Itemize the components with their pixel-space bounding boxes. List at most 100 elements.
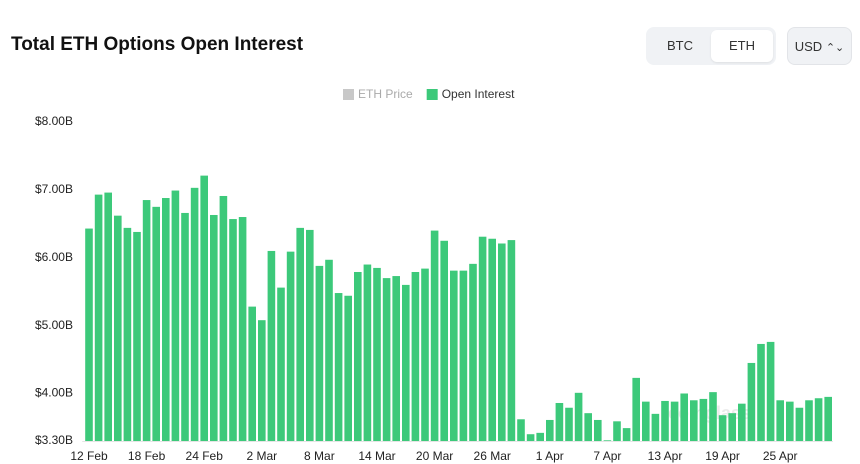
bar — [411, 271, 420, 441]
asset-toggle: BTC ETH — [646, 27, 776, 65]
bar — [632, 377, 640, 441]
bar — [555, 402, 564, 441]
bar — [142, 200, 151, 441]
x-tick-label: 26 Mar — [474, 449, 511, 463]
bar — [315, 265, 324, 441]
bar — [574, 392, 583, 441]
x-tick-label: 24 Feb — [186, 449, 224, 463]
bar — [584, 413, 592, 441]
bar — [690, 400, 698, 441]
bar — [344, 295, 352, 441]
asset-button[interactable]: ETH — [711, 30, 773, 62]
bar — [430, 230, 439, 441]
x-tick-label: 19 Apr — [705, 449, 740, 463]
bar — [536, 432, 544, 441]
legend-label: ETH Price — [358, 87, 413, 101]
bar — [776, 400, 784, 441]
y-tick-label: $5.00B — [35, 318, 73, 332]
bar — [334, 293, 343, 441]
bar — [459, 270, 468, 441]
bar — [94, 194, 103, 441]
bar — [123, 227, 132, 441]
bar — [392, 276, 400, 441]
y-tick-label: $8.00B — [35, 114, 73, 128]
bar — [229, 219, 237, 441]
bar — [565, 407, 573, 441]
bar — [363, 264, 372, 441]
bar — [325, 259, 333, 441]
bar — [354, 271, 362, 441]
x-tick-label: 25 Apr — [763, 449, 798, 463]
y-tick-label: $6.00B — [35, 250, 73, 264]
legend-swatch — [426, 89, 438, 100]
bar — [238, 217, 247, 441]
bar — [450, 270, 458, 441]
bar — [296, 227, 304, 441]
bar — [152, 206, 160, 441]
bar — [258, 320, 266, 441]
bar — [622, 428, 631, 441]
x-tick-label: 1 Apr — [536, 449, 564, 463]
y-tick-label: $3.30B — [35, 433, 73, 447]
bar — [507, 240, 516, 441]
bar — [613, 421, 621, 441]
bar — [210, 214, 218, 441]
asset-button[interactable]: BTC — [667, 38, 693, 53]
watermark: coinglass — [668, 403, 751, 423]
bar — [546, 419, 554, 441]
bar — [114, 215, 122, 441]
bar — [709, 392, 717, 441]
bar — [747, 362, 756, 441]
bar — [277, 287, 285, 441]
bar — [594, 419, 602, 441]
bar — [680, 393, 688, 441]
bar — [181, 212, 189, 441]
bar — [248, 306, 256, 441]
bar — [824, 396, 832, 441]
title: Total ETH Options Open Interest — [11, 34, 304, 55]
bar — [661, 400, 669, 441]
bar — [795, 407, 804, 441]
bar — [440, 240, 448, 441]
bar — [805, 400, 813, 441]
bar — [306, 229, 314, 441]
bar — [402, 284, 410, 441]
x-tick-label: 2 Mar — [246, 449, 277, 463]
bar — [219, 195, 228, 441]
legend-swatch — [343, 89, 354, 100]
bar — [104, 192, 112, 441]
bar — [190, 187, 199, 441]
bar — [488, 238, 496, 441]
bar — [757, 343, 765, 441]
bar — [786, 401, 794, 441]
x-tick-label: 13 Apr — [648, 449, 683, 463]
bar — [171, 190, 180, 441]
bar — [286, 251, 295, 441]
bar — [382, 278, 391, 441]
x-tick-label: 7 Apr — [593, 449, 621, 463]
bar — [718, 415, 727, 441]
bar — [200, 175, 208, 442]
x-tick-label: 14 Mar — [358, 449, 395, 463]
bar — [699, 398, 708, 441]
bar — [670, 401, 679, 441]
bar — [738, 403, 746, 441]
bar — [766, 341, 775, 441]
currency-label: USD — [794, 39, 823, 54]
bar — [373, 267, 381, 441]
bar — [517, 419, 525, 441]
bar — [728, 413, 736, 441]
chevron-icon: ⌃⌄ — [825, 42, 845, 54]
bar — [85, 228, 93, 441]
x-tick-label: 20 Mar — [416, 449, 453, 463]
bar — [267, 250, 276, 441]
y-tick-label: $4.00B — [35, 386, 73, 400]
x-tick-label: 8 Mar — [304, 449, 335, 463]
bar — [421, 268, 429, 441]
currency-select[interactable]: USD ⌃⌄ — [787, 27, 852, 65]
legend-label: Open Interest — [442, 87, 515, 101]
y-tick-label: $7.00B — [35, 182, 73, 196]
x-tick-label: 18 Feb — [128, 449, 166, 463]
bar — [603, 440, 612, 441]
